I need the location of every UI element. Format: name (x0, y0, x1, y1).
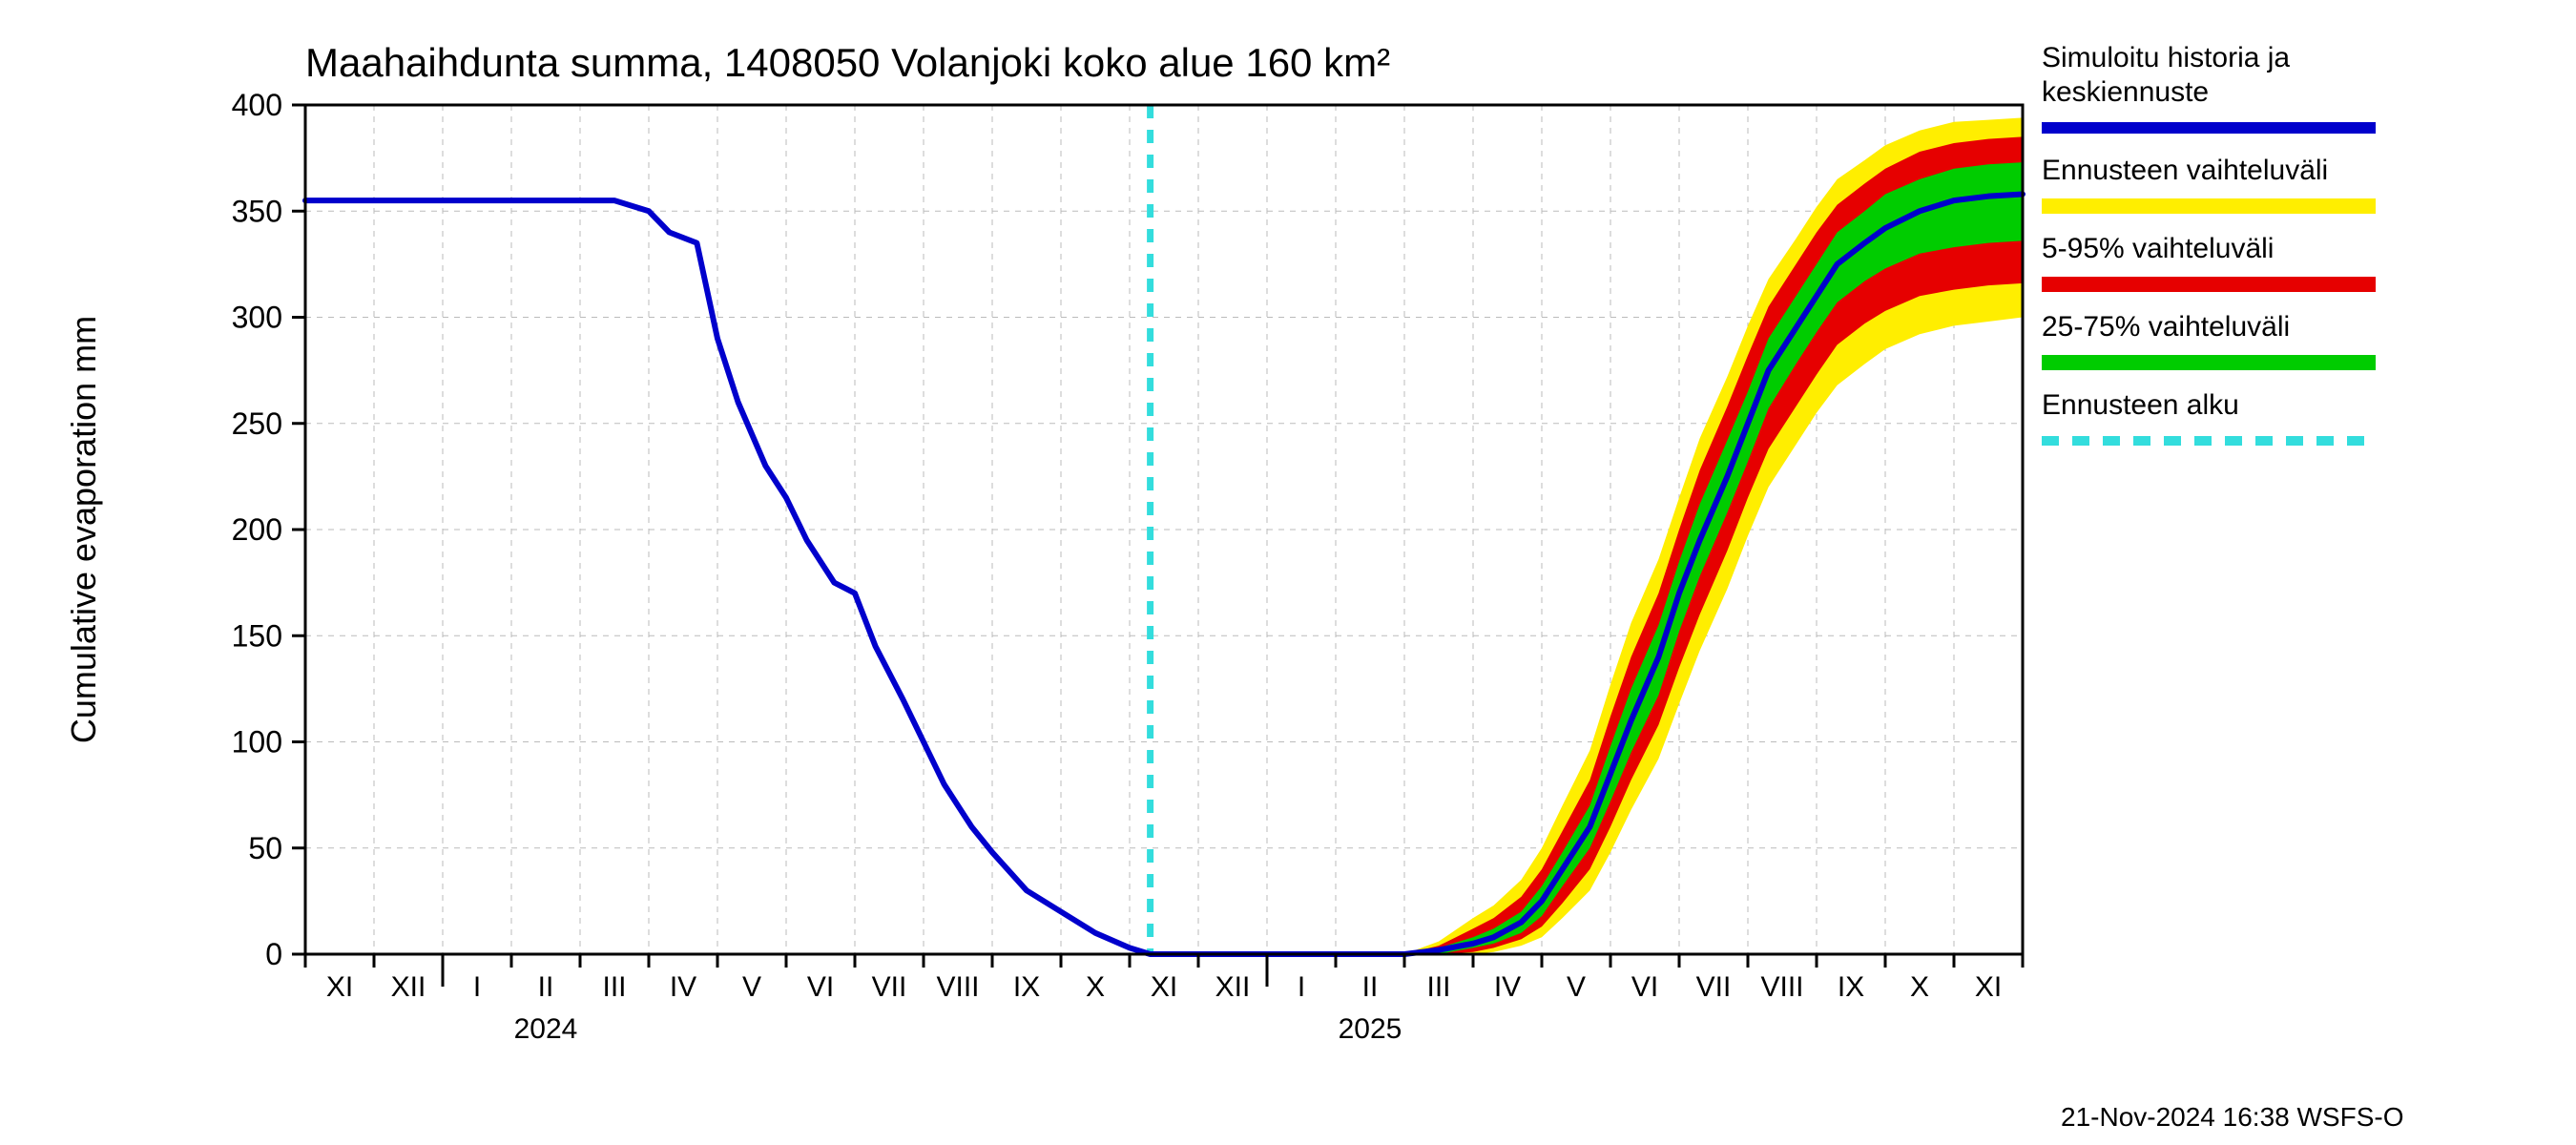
x-month-label: XI (1151, 971, 1177, 1003)
chart-title: Maahaihdunta summa, 1408050 Volanjoki ko… (305, 40, 1390, 85)
legend-label: Simuloitu historia ja (2042, 42, 2290, 73)
x-month-label: XI (326, 971, 353, 1003)
x-month-label: VI (1631, 971, 1658, 1003)
x-month-label: XII (391, 971, 426, 1003)
y-tick-label: 200 (232, 512, 282, 547)
y-tick-label: 0 (265, 937, 282, 971)
axes: 050100150200250300350400XIXIIIIIIIIIVVVI… (232, 88, 2023, 1045)
legend-swatch-block (2042, 355, 2376, 370)
legend-label: keskiennuste (2042, 76, 2209, 108)
x-month-label: IV (670, 971, 696, 1003)
x-month-label: VII (872, 971, 907, 1003)
x-month-label: II (538, 971, 554, 1003)
x-month-label: VII (1696, 971, 1732, 1003)
x-month-label: IX (1838, 971, 1864, 1003)
legend-label: Ennusteen vaihteluväli (2042, 155, 2328, 186)
legend-swatch-block (2042, 198, 2376, 214)
x-month-label: I (473, 971, 481, 1003)
y-tick-label: 300 (232, 301, 282, 335)
x-month-label: VIII (936, 971, 979, 1003)
x-month-label: III (602, 971, 626, 1003)
evaporation-chart: 050100150200250300350400XIXIIIIIIIIIVVVI… (0, 0, 2576, 1145)
legend: Simuloitu historia jakeskiennuste Ennuste… (2042, 42, 2376, 441)
grid (305, 105, 2023, 954)
x-month-label: XII (1215, 971, 1251, 1003)
legend-swatch-block (2042, 277, 2376, 292)
y-tick-label: 150 (232, 618, 282, 653)
legend-label: 25-75% vaihteluväli (2042, 311, 2290, 343)
x-month-label: X (1910, 971, 1929, 1003)
x-month-label: I (1298, 971, 1305, 1003)
x-year-label: 2025 (1339, 1013, 1402, 1045)
footer-timestamp: 21-Nov-2024 16:38 WSFS-O (2061, 1102, 2404, 1132)
x-month-label: IX (1013, 971, 1040, 1003)
x-month-label: VI (807, 971, 834, 1003)
y-tick-label: 50 (248, 831, 282, 865)
x-year-label: 2024 (514, 1013, 578, 1045)
x-month-label: VIII (1760, 971, 1803, 1003)
legend-label: 5-95% vaihteluväli (2042, 233, 2274, 264)
x-month-label: III (1426, 971, 1450, 1003)
y-tick-label: 350 (232, 194, 282, 228)
x-month-label: V (742, 971, 761, 1003)
x-month-label: V (1567, 971, 1586, 1003)
y-tick-label: 400 (232, 88, 282, 122)
x-month-label: X (1086, 971, 1105, 1003)
y-tick-label: 100 (232, 725, 282, 760)
x-month-label: XI (1975, 971, 2002, 1003)
legend-label: Ennusteen alku (2042, 389, 2239, 421)
x-month-label: II (1362, 971, 1379, 1003)
y-axis-label: Cumulative evaporation mm (64, 316, 103, 743)
y-tick-label: 250 (232, 406, 282, 441)
x-month-label: IV (1494, 971, 1521, 1003)
